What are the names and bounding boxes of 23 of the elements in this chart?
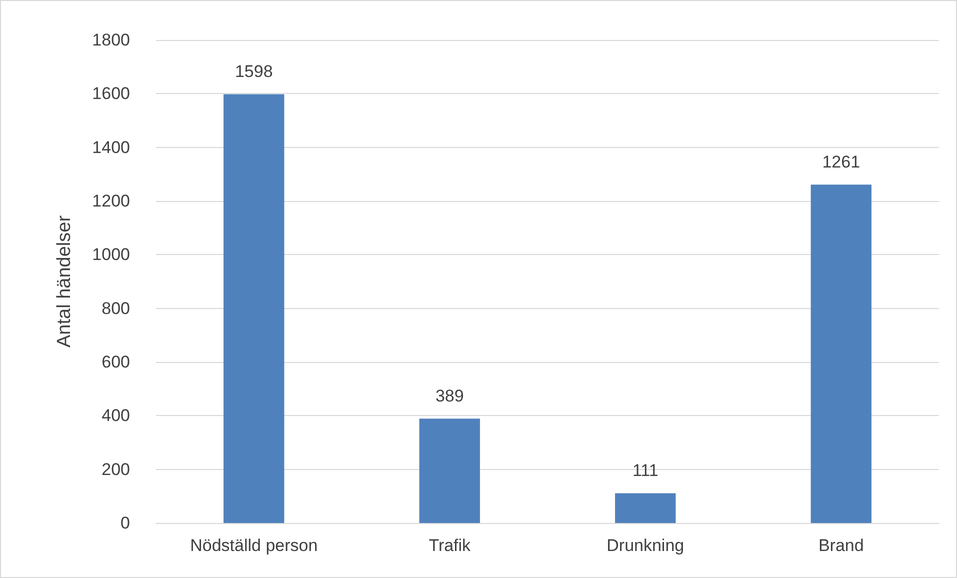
bar [810, 184, 872, 523]
y-tick-label: 1400 [92, 138, 130, 157]
y-tick-label: 800 [102, 298, 130, 318]
y-tick-label: 0 [120, 514, 130, 532]
y-tick-label: 1800 [92, 30, 130, 50]
y-tick-label: 1000 [92, 245, 130, 264]
data-label: 389 [435, 386, 464, 406]
y-tick-label: 1200 [92, 192, 130, 210]
y-axis-title: Antal händelser [54, 214, 75, 348]
bar [419, 418, 480, 523]
bar [224, 94, 284, 523]
y-tick-label: 400 [102, 406, 130, 426]
x-tick-label: Nödställd person [190, 536, 318, 555]
y-tick-label: 600 [102, 352, 130, 372]
data-label: 1261 [822, 152, 860, 172]
data-label: 1598 [234, 62, 273, 82]
y-tick-label: 1600 [92, 84, 130, 104]
y-tick-label: 200 [102, 460, 130, 479]
data-label: 111 [632, 461, 658, 480]
x-tick-label: Brand [818, 536, 864, 555]
x-tick-label: Drunkning [606, 536, 684, 555]
x-tick-label: Trafik [428, 536, 472, 555]
bar [615, 493, 676, 523]
